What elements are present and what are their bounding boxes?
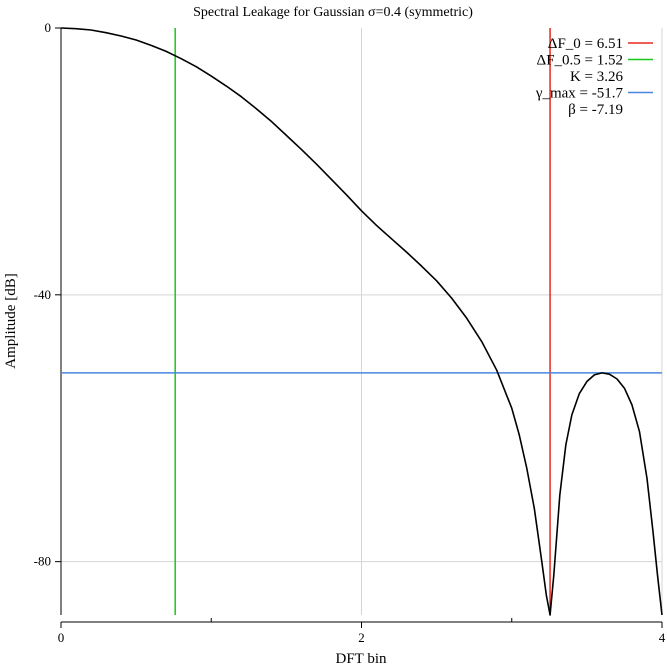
marker-lines: [61, 28, 662, 615]
legend-label: β = -7.19: [568, 102, 623, 118]
y-tick-label: -40: [34, 287, 51, 302]
legend-label: K = 3.26: [570, 69, 624, 85]
x-tick-label: 0: [58, 630, 65, 645]
y-axis-label: Amplitude [dB]: [3, 273, 19, 368]
legend-label: ΔF_0 = 6.51: [548, 36, 623, 52]
grid: [61, 28, 663, 615]
y-tick-label: 0: [45, 20, 52, 35]
legend-label: γ_max = -51.7: [535, 86, 624, 102]
x-tick-label: 2: [358, 630, 365, 645]
x-axis-label: DFT bin: [336, 651, 387, 667]
legend-label: ΔF_0.5 = 1.52: [537, 53, 623, 69]
series-line: [60, 27, 663, 616]
chart-title: Spectral Leakage for Gaussian σ=0.4 (sym…: [193, 5, 473, 20]
y-tick-label: -80: [34, 554, 51, 569]
tick-labels: 0 -40 -80 0 2 4: [34, 20, 666, 645]
data-series: [60, 27, 663, 616]
x-tick-label: 4: [659, 630, 666, 645]
